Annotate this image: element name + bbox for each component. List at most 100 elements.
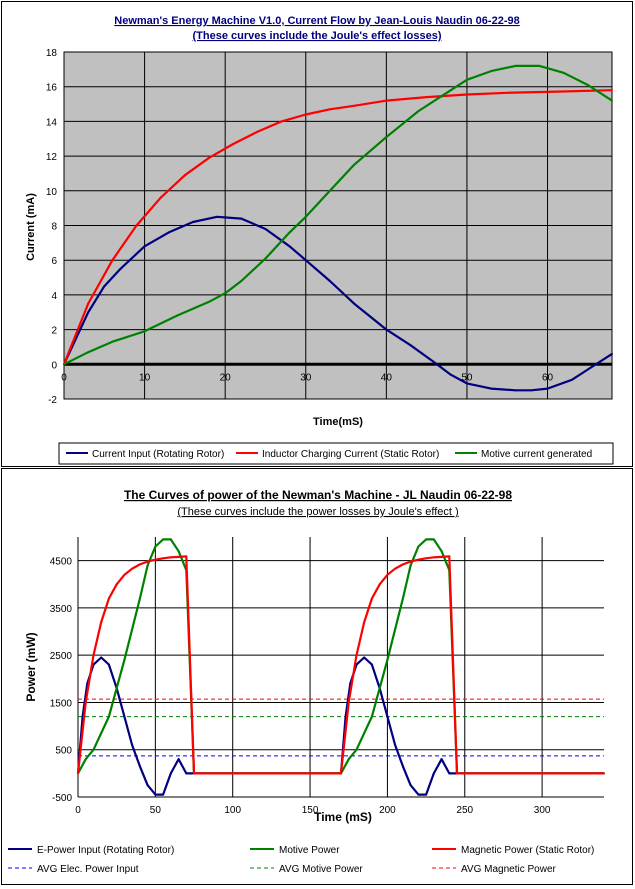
data-point-2 [448,555,451,558]
legend-label-0: E-Power Input (Rotating Rotor) [37,845,174,856]
x-axis-label: Time(mS) [313,416,363,428]
data-point-2 [131,567,134,570]
data-point-2 [115,583,118,586]
data-point-0 [216,215,219,218]
legend-label-2: Magnetic Power (Static Rotor) [461,845,594,856]
data-point-2 [538,64,541,67]
data-point-2 [432,556,435,559]
data-point-2 [409,560,412,563]
data-point-1 [370,715,373,718]
x-tick-label: 250 [456,805,473,816]
x-tick-label: 200 [379,805,396,816]
data-point-1 [385,99,388,102]
data-point-1 [328,108,331,111]
y-tick-label: 500 [55,746,72,757]
y-tick-label: 6 [51,256,57,267]
data-point-0 [401,765,404,768]
data-point-2 [378,583,381,586]
data-point-2 [175,314,178,317]
data-point-0 [409,344,412,347]
data-point-0 [409,784,412,787]
data-point-1 [154,545,157,548]
data-point-1 [87,302,90,305]
legend-label-5: AVG Magnetic Power [461,864,557,875]
data-point-2 [440,555,443,558]
y-axis-label: Current (mA) [25,193,37,261]
data-point-0 [449,373,452,376]
data-point-2 [603,772,605,775]
x-tick-label: 300 [534,805,551,816]
data-point-0 [143,245,146,248]
legend-label-1: Motive Power [279,845,340,856]
data-point-2 [87,351,90,354]
data-point-0 [432,772,435,775]
x-tick-label: 50 [150,805,162,816]
data-point-2 [208,300,211,303]
data-point-1 [417,545,420,548]
data-point-0 [530,389,533,392]
data-point-2 [347,701,350,704]
data-point-1 [135,224,138,227]
y-tick-label: 0 [51,360,57,371]
data-point-0 [87,311,90,314]
y-tick-label: 4 [51,291,57,302]
y-tick-label: -2 [48,395,57,406]
data-point-2 [92,654,95,657]
data-point-0 [169,772,172,775]
data-point-2 [185,555,188,558]
data-point-1 [92,748,95,751]
data-point-1 [138,597,141,600]
data-point-0 [103,285,106,288]
data-point-1 [355,748,358,751]
data-point-0 [363,656,366,659]
data-point-0 [353,302,356,305]
data-point-0 [162,793,165,796]
current-flow-chart: Newman's Energy Machine V1.0, Current Fl… [25,15,614,465]
chart-title: Newman's Energy Machine V1.0, Current Fl… [114,15,519,27]
data-point-2 [288,231,291,234]
data-point-0 [185,772,188,775]
data-point-2 [355,654,358,657]
data-point-1 [347,758,350,761]
data-point-1 [177,550,180,553]
data-point-2 [138,563,141,566]
data-point-0 [514,389,517,392]
data-point-2 [162,557,165,560]
series-line-0 [63,215,613,392]
data-point-2 [77,772,79,775]
data-point-0 [570,378,573,381]
data-point-1 [425,538,428,541]
data-point-0 [107,663,110,666]
legend-label-4: AVG Motive Power [279,864,363,875]
data-point-1 [146,564,149,567]
data-point-2 [449,89,452,92]
data-point-0 [131,744,134,746]
data-point-2 [84,701,87,704]
power-curves-chart: The Curves of power of the Newman's Mach… [8,488,605,875]
x-tick-label: 100 [224,805,241,816]
chart-subtitle: (These curves include the power losses b… [177,506,458,518]
y-tick-label: 16 [46,83,58,94]
data-point-0 [288,245,291,248]
data-point-2 [370,597,373,600]
data-point-1 [111,259,114,262]
data-point-2 [586,83,589,86]
data-point-2 [456,772,459,775]
data-point-2 [240,280,243,283]
data-point-0 [328,280,331,283]
data-point-0 [433,361,436,364]
data-point-0 [123,715,126,718]
y-tick-label: 1500 [50,698,73,709]
y-axis-label: Power (mW) [24,632,38,701]
data-point-0 [177,758,180,761]
data-point-1 [386,658,389,661]
data-point-0 [191,221,194,224]
data-point-2 [562,71,565,74]
data-point-0 [167,231,170,234]
data-point-1 [84,758,87,761]
data-point-0 [100,656,103,659]
chart-subtitle: (These curves include the Joule's effect… [193,30,442,42]
data-point-2 [100,621,103,624]
data-point-2 [417,558,420,561]
data-point-2 [385,136,388,139]
